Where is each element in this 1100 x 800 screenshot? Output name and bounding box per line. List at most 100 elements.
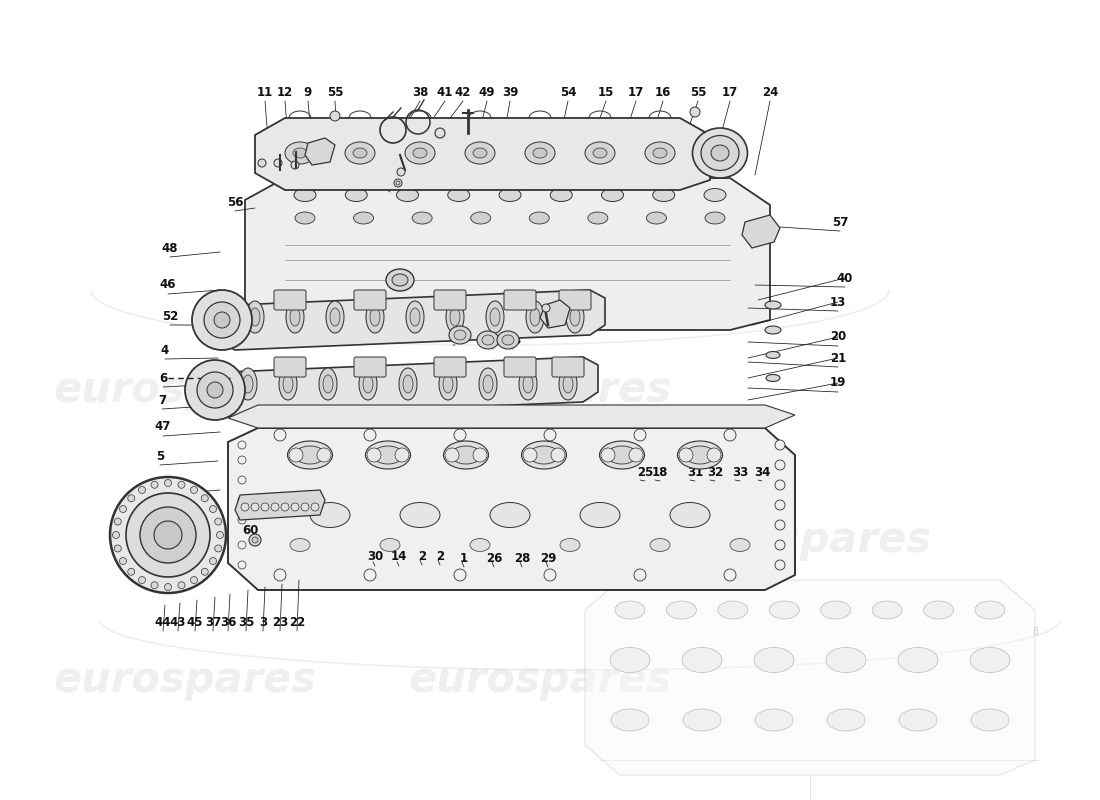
Text: 55: 55 bbox=[327, 86, 343, 98]
Text: 3: 3 bbox=[258, 615, 267, 629]
Text: 33: 33 bbox=[732, 466, 748, 478]
Circle shape bbox=[139, 577, 145, 583]
Circle shape bbox=[178, 482, 185, 488]
Ellipse shape bbox=[353, 212, 374, 224]
Ellipse shape bbox=[279, 368, 297, 400]
Circle shape bbox=[446, 448, 459, 462]
Ellipse shape bbox=[652, 189, 674, 202]
Text: 14: 14 bbox=[390, 550, 407, 563]
Ellipse shape bbox=[826, 647, 866, 673]
Circle shape bbox=[690, 107, 700, 117]
Ellipse shape bbox=[499, 189, 521, 202]
Ellipse shape bbox=[443, 375, 453, 393]
Text: 27: 27 bbox=[444, 330, 461, 342]
Ellipse shape bbox=[899, 709, 937, 731]
Text: 55: 55 bbox=[690, 86, 706, 98]
FancyBboxPatch shape bbox=[434, 357, 466, 377]
FancyBboxPatch shape bbox=[434, 290, 466, 310]
Circle shape bbox=[126, 493, 210, 577]
Ellipse shape bbox=[705, 212, 725, 224]
Text: 50: 50 bbox=[485, 334, 502, 346]
Ellipse shape bbox=[446, 301, 464, 333]
Circle shape bbox=[120, 506, 127, 513]
Circle shape bbox=[274, 159, 282, 167]
Ellipse shape bbox=[670, 502, 710, 527]
Text: 34: 34 bbox=[754, 466, 770, 478]
Circle shape bbox=[679, 448, 693, 462]
Ellipse shape bbox=[295, 446, 324, 464]
Circle shape bbox=[114, 545, 121, 552]
Circle shape bbox=[261, 503, 270, 511]
Circle shape bbox=[197, 372, 233, 408]
Text: eurospares: eurospares bbox=[54, 659, 317, 701]
Ellipse shape bbox=[345, 189, 367, 202]
Ellipse shape bbox=[412, 212, 432, 224]
Ellipse shape bbox=[290, 538, 310, 551]
Text: 9: 9 bbox=[304, 86, 312, 98]
Ellipse shape bbox=[365, 441, 410, 469]
Circle shape bbox=[204, 302, 240, 338]
Ellipse shape bbox=[443, 441, 488, 469]
Text: 12: 12 bbox=[277, 86, 293, 98]
Ellipse shape bbox=[766, 374, 780, 382]
Text: eurospares: eurospares bbox=[669, 519, 932, 561]
Text: 8: 8 bbox=[1032, 627, 1038, 637]
Ellipse shape bbox=[701, 135, 739, 170]
Ellipse shape bbox=[294, 189, 316, 202]
Ellipse shape bbox=[403, 375, 412, 393]
Ellipse shape bbox=[718, 601, 748, 619]
Circle shape bbox=[140, 507, 196, 563]
Ellipse shape bbox=[678, 441, 723, 469]
Text: 56: 56 bbox=[227, 195, 243, 209]
Text: 52: 52 bbox=[162, 310, 178, 322]
Text: eurospares: eurospares bbox=[54, 369, 317, 411]
Ellipse shape bbox=[477, 331, 499, 349]
Ellipse shape bbox=[653, 148, 667, 158]
Circle shape bbox=[542, 304, 550, 312]
Ellipse shape bbox=[570, 308, 580, 326]
Ellipse shape bbox=[529, 212, 549, 224]
Circle shape bbox=[330, 111, 340, 121]
Ellipse shape bbox=[470, 538, 490, 551]
Text: 2: 2 bbox=[436, 550, 444, 562]
Text: 40: 40 bbox=[837, 271, 854, 285]
Text: 45: 45 bbox=[187, 615, 204, 629]
FancyBboxPatch shape bbox=[354, 290, 386, 310]
Circle shape bbox=[139, 486, 145, 494]
Circle shape bbox=[292, 503, 299, 511]
Polygon shape bbox=[540, 300, 570, 328]
Ellipse shape bbox=[323, 375, 333, 393]
Text: 32: 32 bbox=[707, 466, 723, 478]
Circle shape bbox=[776, 520, 785, 530]
Ellipse shape bbox=[450, 308, 460, 326]
Ellipse shape bbox=[287, 441, 332, 469]
Circle shape bbox=[473, 448, 487, 462]
FancyBboxPatch shape bbox=[559, 290, 591, 310]
Circle shape bbox=[207, 382, 223, 398]
Circle shape bbox=[251, 503, 258, 511]
Text: 37: 37 bbox=[205, 615, 221, 629]
Text: 42: 42 bbox=[454, 86, 471, 98]
Ellipse shape bbox=[283, 375, 293, 393]
Ellipse shape bbox=[970, 647, 1010, 673]
Text: 20: 20 bbox=[829, 330, 846, 343]
Ellipse shape bbox=[478, 368, 497, 400]
Circle shape bbox=[114, 518, 121, 525]
Text: 29: 29 bbox=[540, 551, 557, 565]
Text: 25: 25 bbox=[637, 466, 653, 478]
Text: 51: 51 bbox=[148, 479, 165, 493]
Circle shape bbox=[241, 503, 249, 511]
Text: 43: 43 bbox=[169, 615, 186, 629]
Text: 10: 10 bbox=[300, 130, 316, 143]
Ellipse shape bbox=[290, 308, 300, 326]
Circle shape bbox=[317, 448, 331, 462]
FancyBboxPatch shape bbox=[274, 357, 306, 377]
Circle shape bbox=[209, 558, 217, 565]
Text: 24: 24 bbox=[762, 86, 778, 98]
Ellipse shape bbox=[386, 269, 414, 291]
Ellipse shape bbox=[525, 142, 556, 164]
Ellipse shape bbox=[366, 301, 384, 333]
Text: 1: 1 bbox=[460, 551, 469, 565]
Text: eurospares: eurospares bbox=[408, 369, 672, 411]
Polygon shape bbox=[220, 290, 605, 350]
